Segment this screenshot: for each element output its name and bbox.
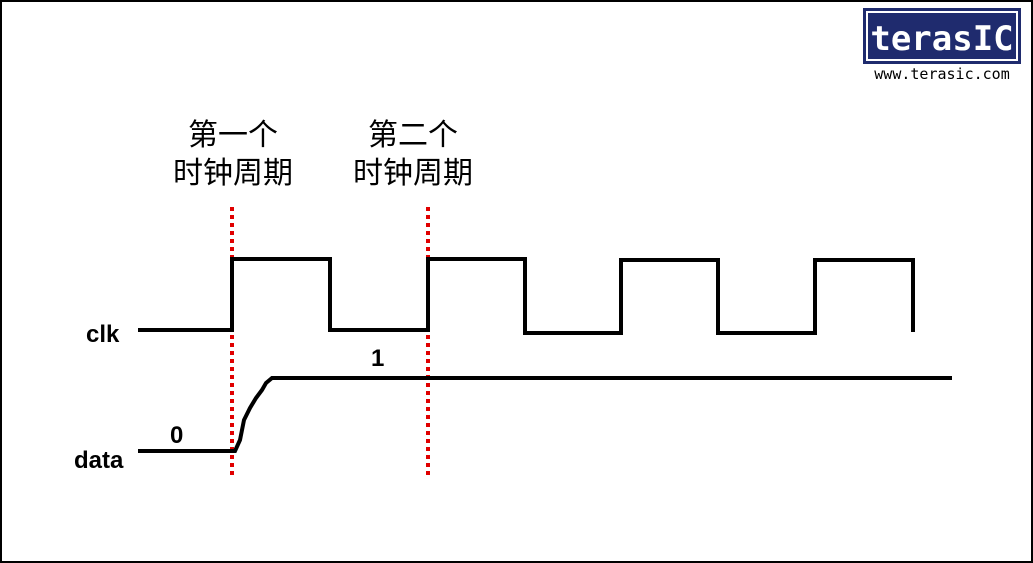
logo-url: www.terasic.com (874, 65, 1009, 83)
logo-box (863, 8, 1021, 64)
logo-inner (866, 11, 1018, 61)
signal-label: clk (86, 321, 120, 348)
logo-brand: terasIC (870, 19, 1013, 59)
annotation: 时钟周期 (173, 156, 293, 191)
data-value: 0 (170, 422, 183, 449)
data-wave (138, 376, 952, 453)
logo: terasIC www.terasic.com (863, 8, 1021, 83)
annotation: 第一个 (188, 118, 278, 153)
clk-wave (138, 257, 915, 335)
data-value: 1 (371, 345, 384, 372)
annotation: 第二个 (368, 118, 458, 153)
annotation: 时钟周期 (353, 156, 473, 191)
signal-label: data (74, 447, 124, 474)
